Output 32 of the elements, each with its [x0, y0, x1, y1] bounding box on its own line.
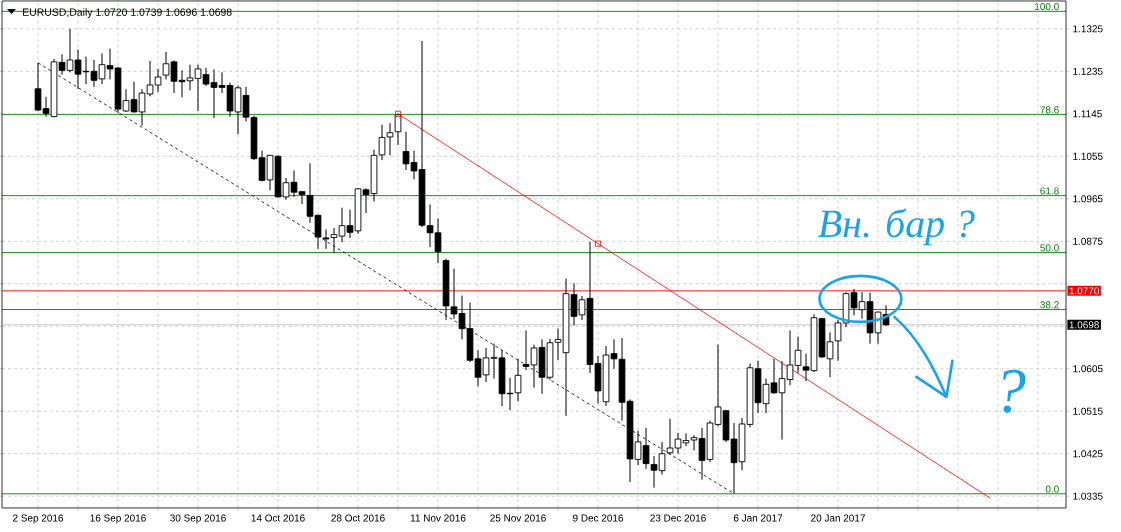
- x-tick-label: 2 Sep 2016: [13, 514, 64, 524]
- ref-line-label: 1.0698: [1069, 321, 1099, 329]
- ref-line-label: 61.8: [1040, 187, 1059, 195]
- y-tick-label: 1.1325: [1073, 25, 1103, 33]
- x-tick-label: 30 Sep 2016: [170, 514, 226, 524]
- ref-line-label: 78.6: [1040, 106, 1059, 114]
- x-tick-label: 14 Oct 2016: [251, 514, 305, 522]
- y-tick-label: 1.0425: [1073, 450, 1103, 458]
- x-tick-label: 9 Dec 2016: [573, 514, 624, 522]
- ref-line-label: 0.0: [1045, 485, 1059, 493]
- y-tick-label: 1.0965: [1073, 195, 1103, 203]
- ref-line-label: 1.0770: [1069, 287, 1100, 295]
- x-tick-label: 25 Nov 2016: [490, 514, 546, 522]
- y-tick-label: 1.0875: [1073, 237, 1103, 245]
- candlestick: [514, 358, 522, 402]
- y-tick-label: 1.1055: [1073, 152, 1103, 160]
- x-tick-label: 11 Nov 2016: [410, 514, 466, 522]
- ref-line-label: 50.0: [1040, 244, 1059, 252]
- x-tick-label: 6 Jan 2017: [733, 514, 783, 522]
- x-tick-label: 23 Dec 2016: [650, 514, 706, 522]
- x-tick-label: 28 Oct 2016: [331, 514, 385, 522]
- y-tick-label: 1.0335: [1073, 492, 1103, 500]
- ref-line-label: 38.2: [1040, 301, 1059, 309]
- x-tick-label: 20 Jan 2017: [811, 514, 865, 522]
- x-tick-label: 16 Sep 2016: [90, 514, 146, 524]
- annotation: ?: [1003, 369, 1026, 413]
- y-tick-label: 1.0515: [1073, 407, 1103, 415]
- y-tick-label: 1.1235: [1073, 67, 1103, 75]
- ref-line-label: 100.0: [1035, 3, 1059, 11]
- y-tick-label: 1.0605: [1073, 365, 1103, 373]
- y-tick-label: 1.1145: [1073, 110, 1102, 118]
- annotation: Вн. бар ?: [818, 208, 975, 246]
